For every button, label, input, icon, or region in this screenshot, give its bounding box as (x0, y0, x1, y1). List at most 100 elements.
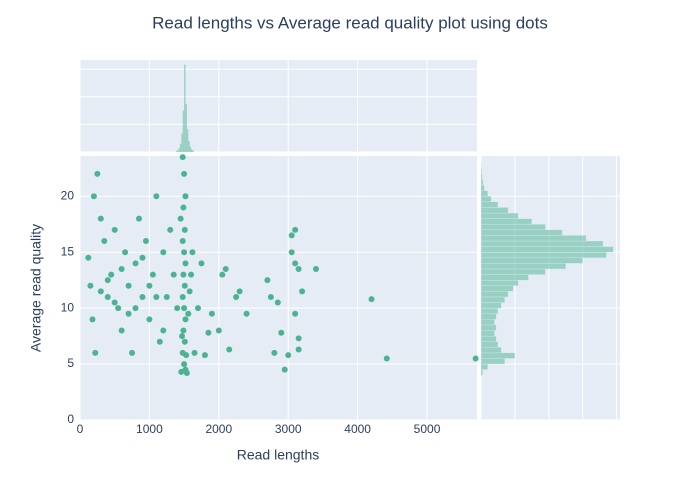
scatter-point (288, 249, 295, 256)
histogram-bar (480, 285, 514, 292)
scatter-point (97, 288, 104, 295)
scatter-point (122, 249, 129, 256)
histogram-bar (480, 324, 497, 331)
scatter-point (160, 249, 167, 256)
x-tick-label: 5000 (414, 422, 441, 436)
histogram-bar (480, 352, 516, 359)
scatter-point (271, 349, 278, 356)
scatter-point (312, 265, 319, 272)
scatter-point (205, 329, 212, 336)
histogram-bar (480, 246, 614, 253)
scatter-point (177, 215, 184, 222)
scatter-point (299, 288, 306, 295)
histogram-bar (480, 229, 563, 236)
histogram-bar (191, 149, 193, 152)
scatter-point (181, 170, 188, 177)
chart-title: Read lengths vs Average read quality plo… (152, 13, 548, 32)
scatter-point (295, 335, 302, 342)
scatter-point (222, 265, 229, 272)
histogram-bar (480, 201, 499, 208)
scatter-point (142, 238, 149, 245)
scatter-point (215, 327, 222, 334)
scatter-point (194, 305, 201, 312)
scatter-point (163, 293, 170, 300)
scatter-point (108, 271, 115, 278)
scatter-point (198, 260, 205, 267)
scatter-point (288, 232, 295, 239)
scatter-point (180, 204, 187, 211)
scatter-point (160, 327, 167, 334)
scatter-point (383, 355, 390, 362)
scatter-point (153, 193, 160, 200)
scatter-point (191, 349, 198, 356)
scatter-point (129, 349, 136, 356)
scatter-point (170, 271, 177, 278)
histogram-bar (480, 302, 502, 309)
histogram-bar (480, 330, 495, 337)
histogram-bar (175, 151, 178, 152)
scatter-point (181, 305, 188, 312)
histogram-bar (480, 319, 495, 326)
scatter-point (180, 327, 187, 334)
histogram-bar (480, 280, 519, 286)
x-tick-label: 4000 (344, 422, 371, 436)
histogram-bar (480, 184, 485, 191)
y-tick-label: 10 (61, 300, 75, 314)
scatter-point (264, 277, 271, 284)
histogram-bar (186, 129, 189, 152)
histogram-bar (181, 133, 183, 152)
scatter-point (180, 271, 187, 278)
scatter-point (104, 293, 111, 300)
scatter-point (181, 338, 188, 345)
histogram-bar (179, 143, 182, 152)
histogram-bar (480, 224, 546, 230)
scatter-point (111, 299, 118, 306)
histogram-bar (480, 307, 499, 314)
scatter-point (185, 310, 192, 317)
y-tick-label: 20 (61, 188, 75, 202)
histogram-bar (480, 190, 488, 197)
histogram-bar (480, 252, 607, 258)
scatter-point (472, 355, 479, 362)
histogram-bar (480, 347, 502, 354)
scatter-point (167, 226, 174, 233)
histogram-bar (189, 146, 192, 152)
scatter-point (368, 296, 375, 303)
scatter-point (153, 293, 160, 300)
scatter-point (201, 352, 208, 359)
scatter-point (139, 254, 146, 261)
histogram-bar (480, 291, 509, 298)
scatter-point (226, 346, 233, 353)
scatter-point (233, 293, 240, 300)
histogram-bar (182, 110, 185, 152)
scatter-point (236, 288, 243, 295)
scatter-point (219, 271, 226, 278)
x-tick-label: 1000 (136, 422, 163, 436)
x-tick-label: 2000 (205, 422, 232, 436)
scatter-point (182, 316, 189, 323)
y-tick-label: 5 (67, 356, 74, 370)
histogram-bar (480, 168, 482, 175)
scatter-point (285, 352, 292, 359)
scatter-point (267, 293, 274, 300)
scatter-point (118, 327, 125, 334)
scatter-point (125, 282, 132, 289)
scatter-point (94, 170, 101, 177)
histogram-bar (480, 341, 499, 348)
histogram-bar (480, 196, 492, 203)
scatter-point (111, 226, 118, 233)
scatter-point (104, 277, 111, 284)
y-tick-label: 0 (67, 412, 74, 426)
scatter-point (139, 293, 146, 300)
histogram-bar (480, 179, 484, 186)
scatter-point (181, 249, 188, 256)
histogram-bar (480, 313, 497, 320)
scatter-point (292, 260, 299, 267)
scatter-point (156, 338, 163, 345)
scatter-point (281, 366, 288, 373)
scatter-point (189, 249, 196, 256)
x-tick-label: 3000 (275, 422, 302, 436)
scatter-point (274, 299, 281, 306)
scatter-point (179, 293, 186, 300)
histogram-bar (188, 140, 190, 152)
